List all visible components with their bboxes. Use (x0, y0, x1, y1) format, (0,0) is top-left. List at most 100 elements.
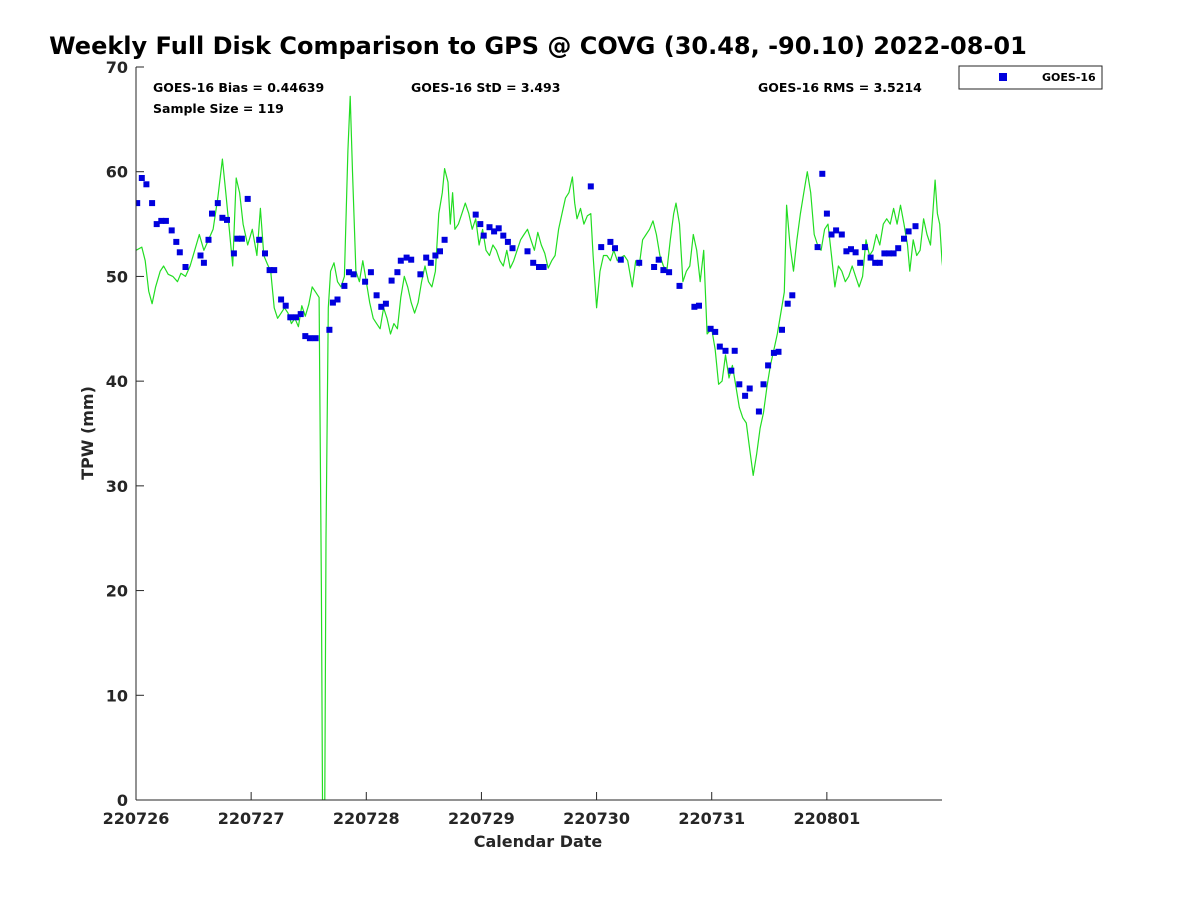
goes16-point (209, 210, 215, 217)
legend-marker-goes16 (999, 73, 1007, 81)
y-tick-label: 60 (106, 163, 128, 182)
goes16-point (329, 299, 336, 306)
goes16-point (848, 246, 854, 253)
goes16-point (408, 256, 415, 263)
goes16-point (168, 227, 175, 234)
goes16-point (362, 278, 369, 285)
goes16-point (536, 264, 542, 270)
goes16-point (403, 254, 410, 261)
goes16-point (432, 252, 439, 259)
goes16-point (852, 249, 859, 256)
goes16-point (504, 238, 511, 245)
goes16-point (651, 264, 658, 270)
y-tick-label: 30 (106, 477, 128, 496)
goes16-point (861, 244, 868, 251)
goes16-point (828, 231, 835, 238)
goes16-point (617, 256, 624, 263)
goes16-point (789, 292, 796, 299)
goes16-point (500, 232, 507, 239)
goes16-point (214, 200, 221, 207)
goes16-point (382, 300, 389, 307)
goes16-point (397, 257, 404, 264)
goes16-point (200, 259, 207, 266)
goes16-point (607, 238, 614, 245)
goes16-point (346, 269, 352, 276)
x-tick-label: 220726 (103, 809, 170, 828)
sample-size-stat: Sample Size = 119 (153, 101, 284, 116)
goes16-point (655, 256, 662, 263)
goes16-point (712, 328, 719, 335)
goes16-point (867, 254, 874, 261)
goes16-point (417, 271, 424, 278)
goes16-point (775, 348, 782, 355)
goes16-point (905, 228, 912, 235)
goes16-point (367, 269, 374, 276)
goes16-point (373, 292, 380, 299)
goes16-point (271, 267, 278, 274)
goes16-point (262, 250, 268, 257)
goes16-point (876, 259, 883, 266)
goes16-point (234, 235, 241, 242)
goes16-point (912, 223, 919, 230)
goes16-point (437, 248, 443, 255)
rms-stat: GOES-16 RMS = 3.5214 (758, 80, 922, 95)
goes16-point (746, 385, 753, 392)
goes16-point (477, 221, 484, 228)
goes16-point (350, 271, 357, 278)
goes16-point (872, 259, 879, 266)
goes16-point (598, 244, 605, 251)
legend: GOES-16 (958, 65, 1103, 90)
goes16-point (143, 181, 150, 188)
goes16-point (691, 303, 698, 310)
y-tick-label: 10 (106, 686, 128, 705)
y-tick-label: 20 (106, 582, 128, 601)
goes16-point (716, 343, 723, 350)
x-tick-label: 220730 (563, 809, 630, 828)
x-axis-label: Calendar Date (474, 832, 603, 851)
y-tick-label: 40 (106, 372, 128, 391)
goes16-point (158, 217, 165, 224)
gps-tpw-line (136, 95, 942, 800)
legend-label-goes16: GOES-16 (1042, 71, 1096, 84)
plot-area: 0 10 20 30 40 50 60 70 220726 220727 220728 220729 2… (103, 58, 942, 828)
goes16-point (890, 250, 897, 257)
std-stat: GOES-16 StD = 3.493 (411, 80, 560, 95)
goes16-point (278, 296, 285, 303)
goes16-point (334, 296, 341, 303)
goes16-point (760, 381, 767, 388)
goes16-point (182, 264, 189, 270)
goes16-point (696, 302, 702, 309)
goes16-point (486, 224, 493, 231)
goes16-point (341, 282, 348, 289)
x-tick-label: 220731 (678, 809, 745, 828)
x-tick-label: 220729 (448, 809, 515, 828)
goes16-point (219, 214, 226, 221)
goes16-point (138, 175, 145, 181)
goes16-point (491, 228, 498, 235)
goes16-point (881, 250, 888, 257)
goes16-point (530, 259, 537, 266)
goes16-point (244, 195, 251, 202)
goes16-point (423, 254, 430, 261)
goes16-point (843, 248, 850, 255)
goes16-point (587, 183, 594, 190)
goes16-point (282, 302, 289, 309)
goes16-point (736, 381, 743, 388)
goes16-point (441, 236, 448, 243)
goes16-point (838, 231, 845, 238)
goes16-point (293, 314, 299, 321)
goes16-point (230, 250, 237, 257)
bias-stat: GOES-16 Bias = 0.44639 (153, 80, 324, 95)
x-tick-label: 220801 (793, 809, 860, 828)
goes16-point (312, 335, 319, 342)
goes16-point (297, 311, 304, 318)
legend-box (958, 65, 1103, 90)
goes16-point (666, 269, 673, 276)
goes16-point (524, 248, 531, 255)
goes16-point (755, 408, 762, 415)
goes16-point (636, 259, 643, 266)
goes16-point (238, 235, 245, 242)
y-axis-label: TPW (mm) (78, 386, 97, 480)
goes16-point (728, 367, 735, 374)
